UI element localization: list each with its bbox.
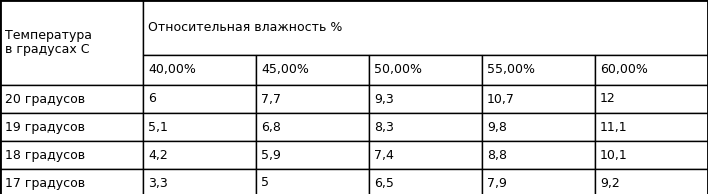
Bar xyxy=(595,169,708,194)
Text: 9,3: 9,3 xyxy=(374,93,394,106)
Text: 5,1: 5,1 xyxy=(148,120,168,133)
Text: 19 градусов: 19 градусов xyxy=(5,120,85,133)
Bar xyxy=(482,169,595,194)
Bar xyxy=(0,113,143,141)
Bar xyxy=(143,141,256,169)
Bar xyxy=(482,85,595,113)
Text: 55,00%: 55,00% xyxy=(487,63,535,76)
Bar xyxy=(0,169,143,194)
Text: 40,00%: 40,00% xyxy=(148,63,196,76)
Text: Температура
в градусах С: Температура в градусах С xyxy=(5,29,92,56)
Bar xyxy=(256,169,369,194)
Bar xyxy=(143,55,256,85)
Bar xyxy=(369,85,482,113)
Bar xyxy=(256,85,369,113)
Text: 6: 6 xyxy=(148,93,156,106)
Text: 7,4: 7,4 xyxy=(374,148,394,161)
Text: 45,00%: 45,00% xyxy=(261,63,309,76)
Text: 60,00%: 60,00% xyxy=(600,63,648,76)
Text: 12: 12 xyxy=(600,93,616,106)
Bar xyxy=(143,113,256,141)
Text: 8,3: 8,3 xyxy=(374,120,394,133)
Bar xyxy=(143,169,256,194)
Bar xyxy=(143,85,256,113)
Text: 6,8: 6,8 xyxy=(261,120,281,133)
Bar xyxy=(369,141,482,169)
Bar xyxy=(0,141,143,169)
Text: 9,8: 9,8 xyxy=(487,120,507,133)
Bar xyxy=(369,55,482,85)
Text: 8,8: 8,8 xyxy=(487,148,507,161)
Text: 4,2: 4,2 xyxy=(148,148,168,161)
Text: Относительная влажность %: Относительная влажность % xyxy=(148,21,343,34)
Bar xyxy=(482,141,595,169)
Text: 5: 5 xyxy=(261,177,269,190)
Text: 6,5: 6,5 xyxy=(374,177,394,190)
Bar xyxy=(595,85,708,113)
Bar xyxy=(256,55,369,85)
Text: 18 градусов: 18 градусов xyxy=(5,148,85,161)
Text: 9,2: 9,2 xyxy=(600,177,620,190)
Text: 17 градусов: 17 градусов xyxy=(5,177,85,190)
Text: 7,7: 7,7 xyxy=(261,93,281,106)
Text: 50,00%: 50,00% xyxy=(374,63,422,76)
Text: 5,9: 5,9 xyxy=(261,148,281,161)
Text: 10,1: 10,1 xyxy=(600,148,628,161)
Bar xyxy=(595,113,708,141)
Text: 20 градусов: 20 градусов xyxy=(5,93,85,106)
Text: 3,3: 3,3 xyxy=(148,177,168,190)
Bar xyxy=(256,141,369,169)
Bar xyxy=(595,55,708,85)
Bar xyxy=(595,141,708,169)
Text: 10,7: 10,7 xyxy=(487,93,515,106)
Bar xyxy=(0,85,143,113)
Text: 11,1: 11,1 xyxy=(600,120,627,133)
Bar xyxy=(369,113,482,141)
Bar xyxy=(482,55,595,85)
Bar xyxy=(369,169,482,194)
Text: 7,9: 7,9 xyxy=(487,177,507,190)
Bar xyxy=(143,0,708,55)
Bar xyxy=(256,113,369,141)
Bar xyxy=(0,0,143,85)
Bar xyxy=(482,113,595,141)
